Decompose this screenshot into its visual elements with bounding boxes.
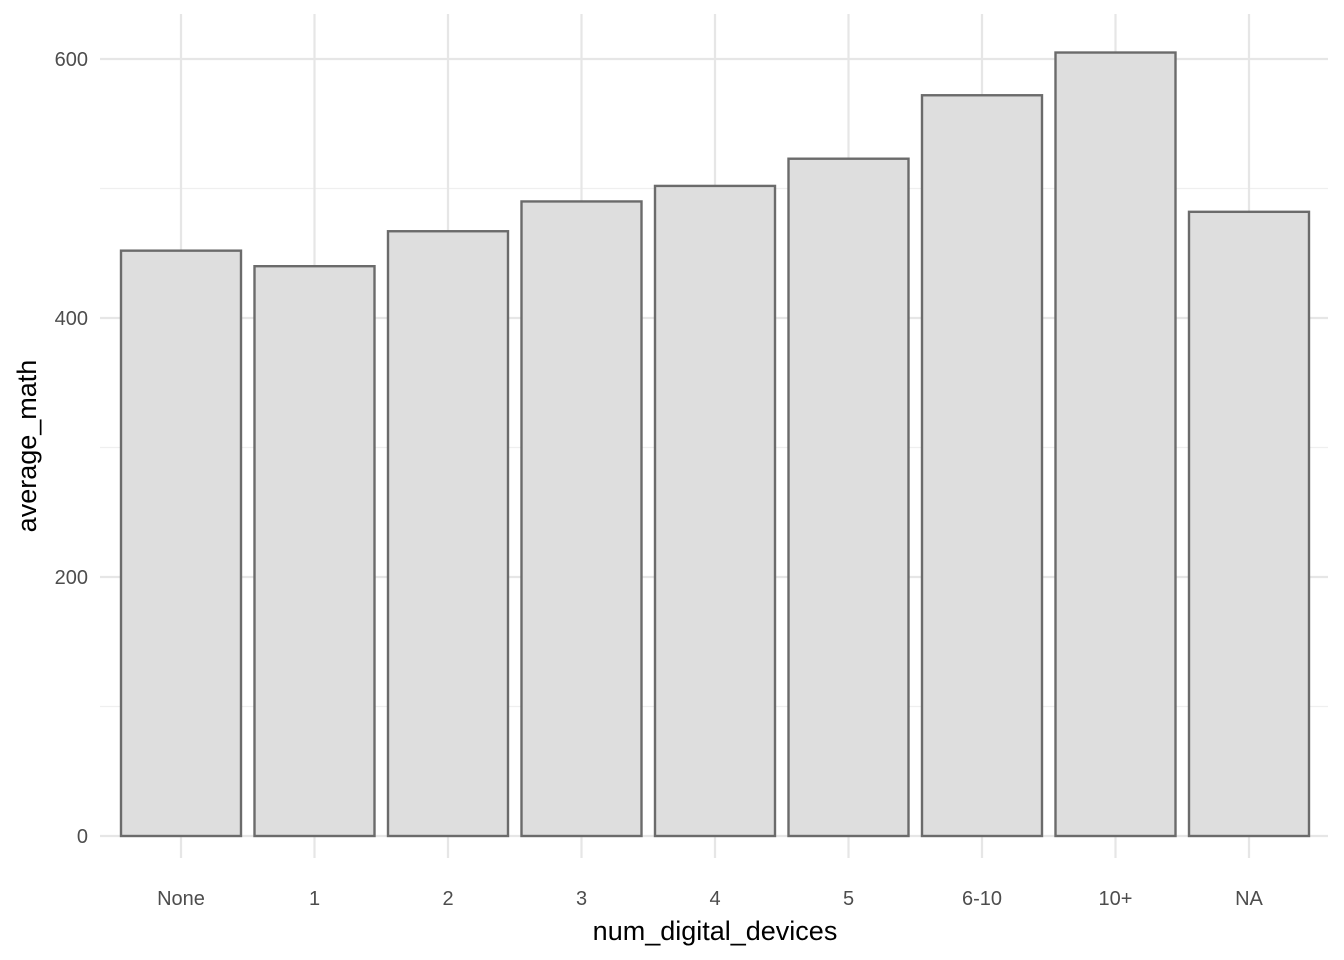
bar-1 xyxy=(253,265,376,838)
x-axis-title: num_digital_devices xyxy=(593,916,838,946)
x-tick-label: 3 xyxy=(576,888,587,910)
x-tick-label: 10+ xyxy=(1099,888,1133,910)
y-tick-label: 0 xyxy=(77,826,88,848)
x-tick-label: 4 xyxy=(709,888,720,910)
x-tick-label: None xyxy=(157,888,205,910)
x-tick-label: 1 xyxy=(309,888,320,910)
x-axis-tick-labels: None 1 2 3 4 5 6-10 10+ NA xyxy=(157,888,1263,910)
bar-4 xyxy=(653,184,777,838)
y-tick-label: 200 xyxy=(55,567,88,589)
y-tick-label: 400 xyxy=(55,308,88,330)
x-tick-label: 5 xyxy=(843,888,854,910)
x-tick-label: 2 xyxy=(442,888,453,910)
bar-10- xyxy=(1054,51,1177,838)
bar-na xyxy=(1187,210,1311,838)
bar-5 xyxy=(787,157,910,838)
x-tick-label: NA xyxy=(1235,888,1263,910)
bar-none xyxy=(119,249,243,838)
y-axis-tick-labels: 0 200 400 600 xyxy=(55,49,88,848)
y-axis-title: average_math xyxy=(12,360,42,533)
bar-2 xyxy=(386,230,510,838)
y-tick-label: 600 xyxy=(55,49,88,71)
bars xyxy=(119,51,1311,838)
bar-3 xyxy=(520,200,643,838)
x-tick-label: 6-10 xyxy=(962,888,1002,910)
bar-6-10 xyxy=(920,94,1044,838)
